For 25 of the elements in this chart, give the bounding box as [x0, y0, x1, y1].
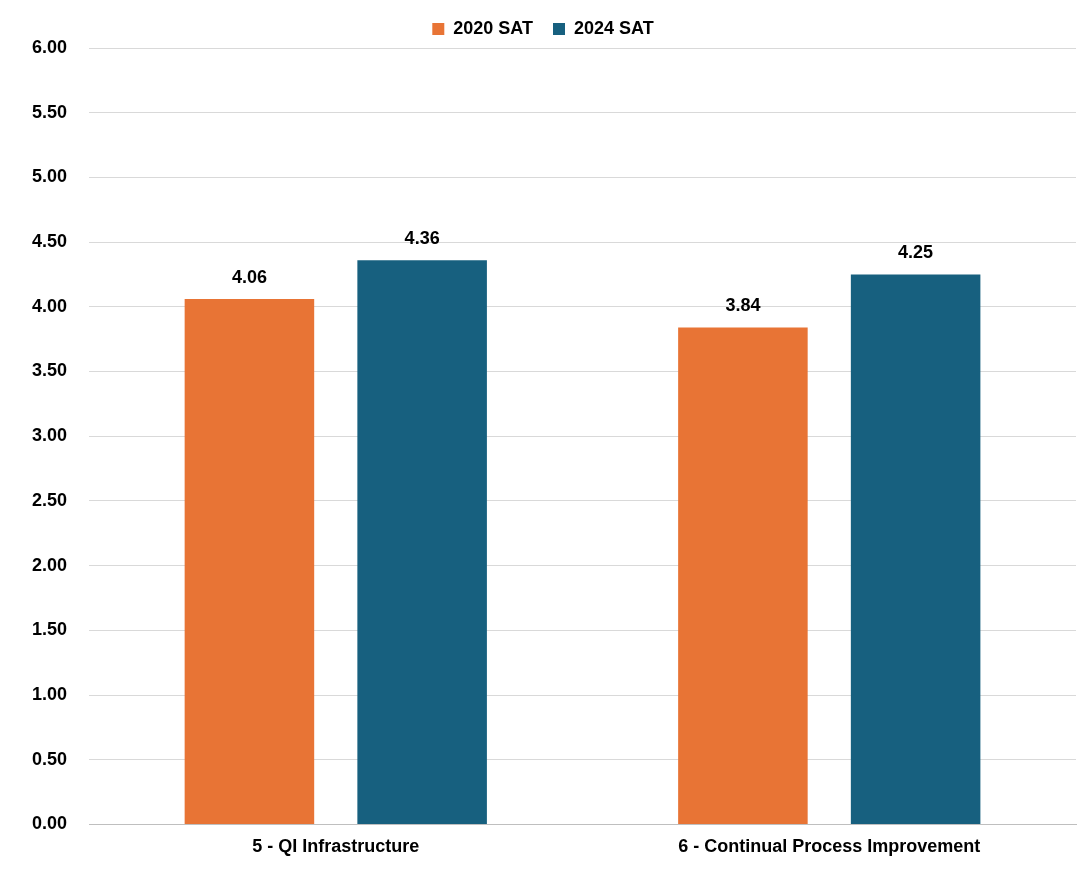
data-label: 4.06: [231, 267, 267, 287]
legend-label: 2020 SAT: [453, 17, 534, 38]
y-tick-label: 3.00: [31, 425, 68, 446]
y-tick-label: 4.00: [31, 295, 68, 316]
data-label: 3.84: [725, 295, 761, 316]
y-tick-label: 1.50: [31, 619, 68, 640]
bar: [184, 299, 315, 824]
y-tick-label: 2.50: [31, 489, 68, 510]
legend-label: 2024 SAT: [574, 17, 654, 38]
x-tick-label: 6 - Continual Process Improvement: [678, 836, 981, 857]
y-tick-label: 3.50: [31, 360, 68, 381]
x-tick-label: 5 - QI Infrastructure: [252, 836, 420, 857]
y-tick-label: 5.00: [31, 166, 68, 187]
y-tick-label: 2.00: [31, 554, 68, 575]
y-tick-label: 0.50: [31, 748, 68, 769]
y-tick-label: 1.00: [31, 683, 68, 704]
data-label: 4.25: [898, 242, 934, 263]
y-tick-label: 4.50: [31, 231, 68, 252]
bar: [678, 327, 808, 824]
y-tick-label: 5.50: [31, 101, 68, 122]
bar: [850, 274, 981, 824]
bar: [357, 260, 487, 824]
y-tick-label: 0.00: [31, 813, 68, 834]
y-tick-label: 6.00: [31, 36, 68, 57]
data-label: 4.36: [404, 228, 440, 249]
